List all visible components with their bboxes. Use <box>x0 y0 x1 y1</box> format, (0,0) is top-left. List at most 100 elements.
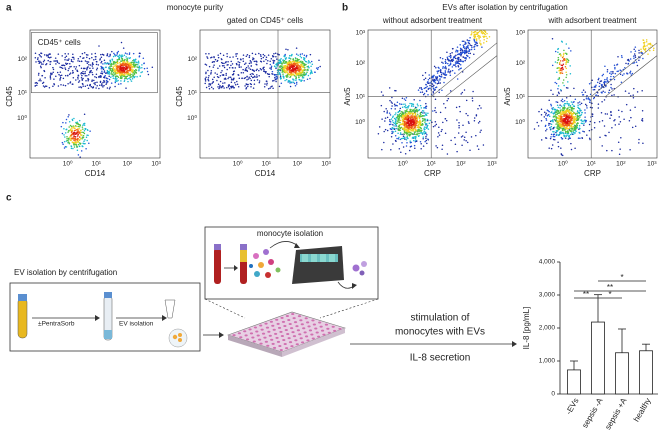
well <box>301 341 305 344</box>
event-dot <box>570 101 573 103</box>
ev-isolation-icons <box>17 292 188 348</box>
event-dot <box>439 79 441 81</box>
plot-subtitle: with adsorbent treatment <box>547 16 637 25</box>
event-dot <box>411 121 414 123</box>
event-dot <box>43 69 45 72</box>
event-dot <box>284 70 286 73</box>
y-axis-label: CD45 <box>5 86 14 107</box>
event-dot <box>119 68 122 71</box>
event-dot <box>89 64 92 66</box>
event-dot <box>94 52 97 55</box>
event-dot <box>558 61 561 64</box>
event-dot <box>266 84 268 86</box>
event-dot <box>570 127 572 130</box>
event-dot <box>77 140 79 143</box>
event-dot <box>444 60 447 63</box>
event-dot <box>79 130 82 132</box>
event-dot <box>129 78 132 81</box>
event-dot <box>572 133 575 135</box>
event-dot <box>82 131 85 134</box>
event-dot <box>572 130 574 132</box>
event-dot <box>554 110 556 112</box>
event-dot <box>591 102 593 105</box>
event-dot <box>465 140 467 142</box>
event-dot <box>458 121 460 124</box>
event-dot <box>419 104 422 107</box>
event-dot <box>40 61 42 64</box>
well <box>251 336 255 339</box>
zoom-line <box>204 298 246 319</box>
event-dot <box>459 51 462 54</box>
event-dot <box>550 89 552 92</box>
event-dot <box>477 122 480 124</box>
event-dot <box>572 131 575 134</box>
event-dot <box>421 120 424 122</box>
event-dot <box>95 87 97 89</box>
event-dot <box>301 70 303 73</box>
event-dot <box>463 47 466 50</box>
event-dot <box>120 41 123 44</box>
event-dot <box>447 62 449 65</box>
event-dot <box>82 123 85 125</box>
event-dot <box>540 139 543 141</box>
event-dot <box>88 71 91 74</box>
event-dot <box>297 61 300 64</box>
event-dot <box>305 54 308 57</box>
event-dot <box>138 52 141 54</box>
event-dot <box>634 50 637 52</box>
event-dot <box>553 135 556 138</box>
event-dot <box>641 90 643 92</box>
event-dot <box>278 73 280 75</box>
event-dot <box>562 82 564 84</box>
event-dot <box>403 105 406 108</box>
event-dot <box>408 149 411 152</box>
event-dot <box>624 66 626 69</box>
event-dot <box>223 65 225 67</box>
event-dot <box>444 132 447 135</box>
event-dot <box>412 136 414 138</box>
event-dot <box>473 117 476 119</box>
event-dot <box>631 126 634 129</box>
event-dot <box>410 130 413 132</box>
event-dot <box>636 91 639 93</box>
event-dot <box>565 97 568 99</box>
event-dot <box>101 84 103 87</box>
event-dot <box>409 128 412 131</box>
event-dot <box>636 64 639 67</box>
event-dot <box>419 112 421 115</box>
event-dot <box>459 43 461 46</box>
event-dot <box>253 58 255 60</box>
event-dot <box>643 43 646 45</box>
event-dot <box>125 56 127 58</box>
event-dot <box>398 110 401 112</box>
x-tick-label: 10⁰ <box>398 160 408 168</box>
event-dot <box>555 120 557 122</box>
event-dot <box>108 73 111 75</box>
event-dot <box>587 98 589 100</box>
well <box>314 327 318 330</box>
event-dot <box>217 86 219 88</box>
event-dot <box>604 113 607 115</box>
event-dot <box>238 77 241 79</box>
event-dot <box>574 131 576 134</box>
event-dot <box>482 144 485 146</box>
event-dot <box>390 128 393 130</box>
event-dot <box>262 53 265 56</box>
event-dot <box>432 125 435 128</box>
event-dot <box>287 73 290 75</box>
event-dot <box>462 44 465 46</box>
event-dot <box>81 74 83 77</box>
event-dot <box>566 120 569 123</box>
event-dot <box>549 126 551 129</box>
significance-label: * <box>608 290 611 299</box>
event-dot <box>411 116 414 119</box>
event-dot <box>620 136 622 139</box>
event-dot <box>85 53 88 56</box>
event-dot <box>122 62 125 65</box>
bar <box>591 321 605 395</box>
event-dot <box>121 75 123 77</box>
event-dot <box>39 65 42 68</box>
event-dot <box>420 143 422 145</box>
event-dot <box>244 68 247 70</box>
event-dot <box>68 126 70 128</box>
